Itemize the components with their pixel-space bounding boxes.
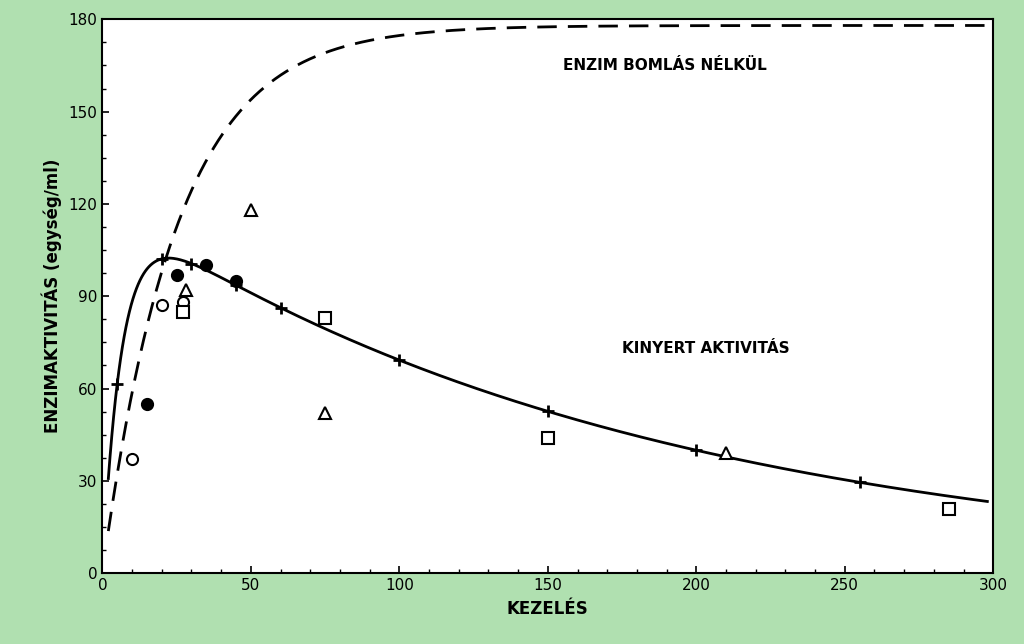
Text: ENZIM BOMLÁS NÉLKÜL: ENZIM BOMLÁS NÉLKÜL <box>563 58 766 73</box>
Text: KINYERT AKTIVITÁS: KINYERT AKTIVITÁS <box>623 341 790 356</box>
Y-axis label: ENZIMAKTIVITÁS (egység/ml): ENZIMAKTIVITÁS (egység/ml) <box>41 159 61 433</box>
X-axis label: KEZELÉS: KEZELÉS <box>507 600 589 618</box>
